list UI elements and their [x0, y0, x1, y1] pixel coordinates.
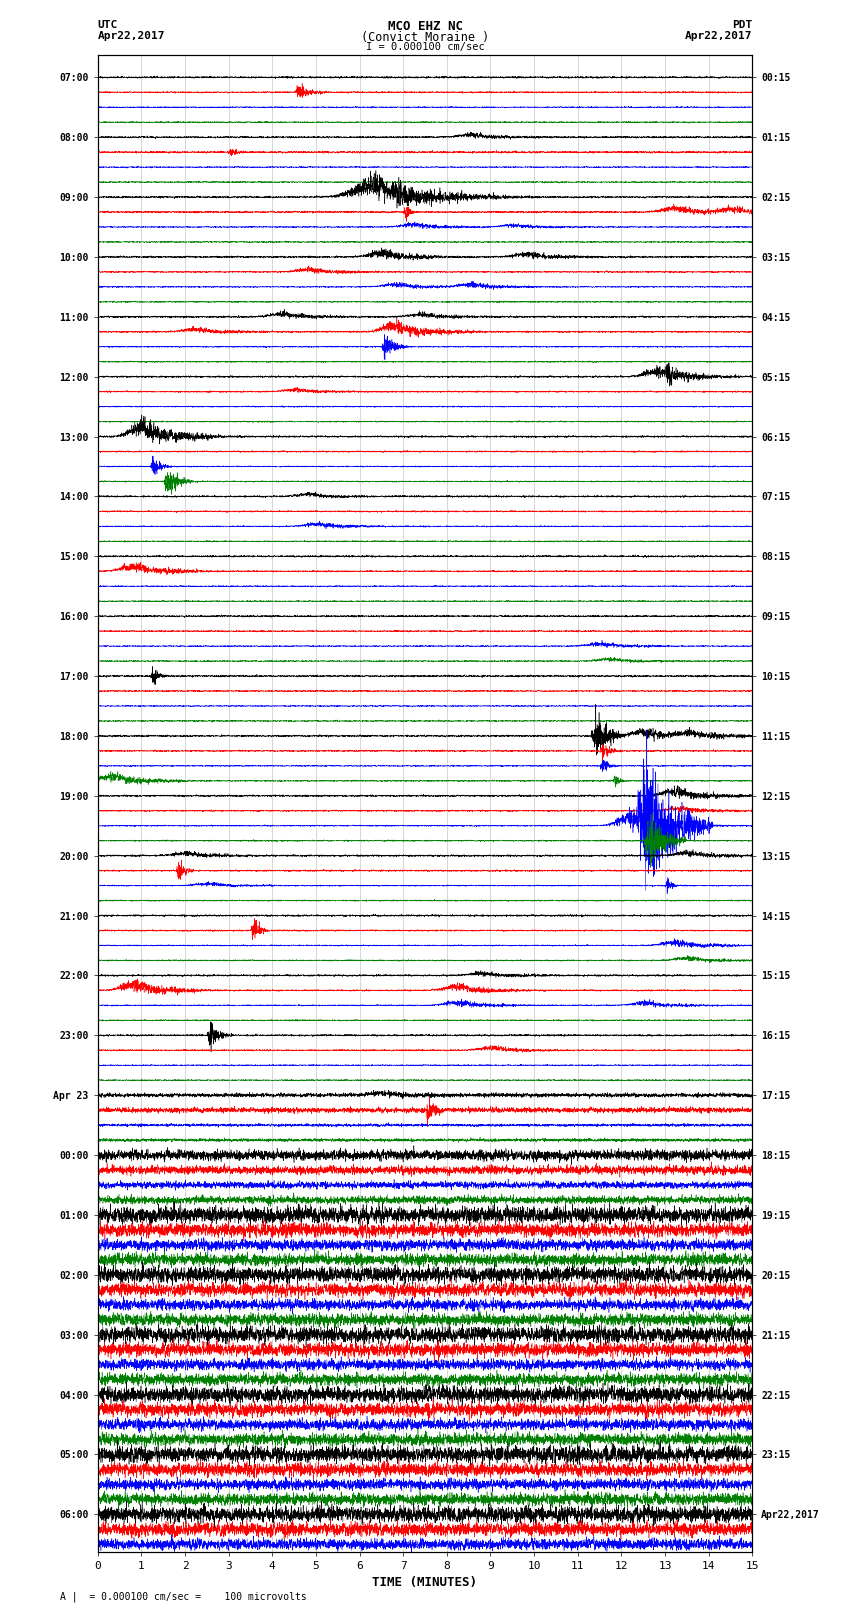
Text: Apr22,2017: Apr22,2017: [685, 31, 752, 40]
X-axis label: TIME (MINUTES): TIME (MINUTES): [372, 1576, 478, 1589]
Text: A |  = 0.000100 cm/sec =    100 microvolts: A | = 0.000100 cm/sec = 100 microvolts: [60, 1590, 306, 1602]
Text: MCO EHZ NC: MCO EHZ NC: [388, 19, 462, 34]
Text: PDT: PDT: [732, 19, 752, 31]
Text: I = 0.000100 cm/sec: I = 0.000100 cm/sec: [366, 42, 484, 52]
Text: Apr22,2017: Apr22,2017: [98, 31, 165, 40]
Text: (Convict Moraine ): (Convict Moraine ): [361, 31, 489, 44]
Text: UTC: UTC: [98, 19, 118, 31]
